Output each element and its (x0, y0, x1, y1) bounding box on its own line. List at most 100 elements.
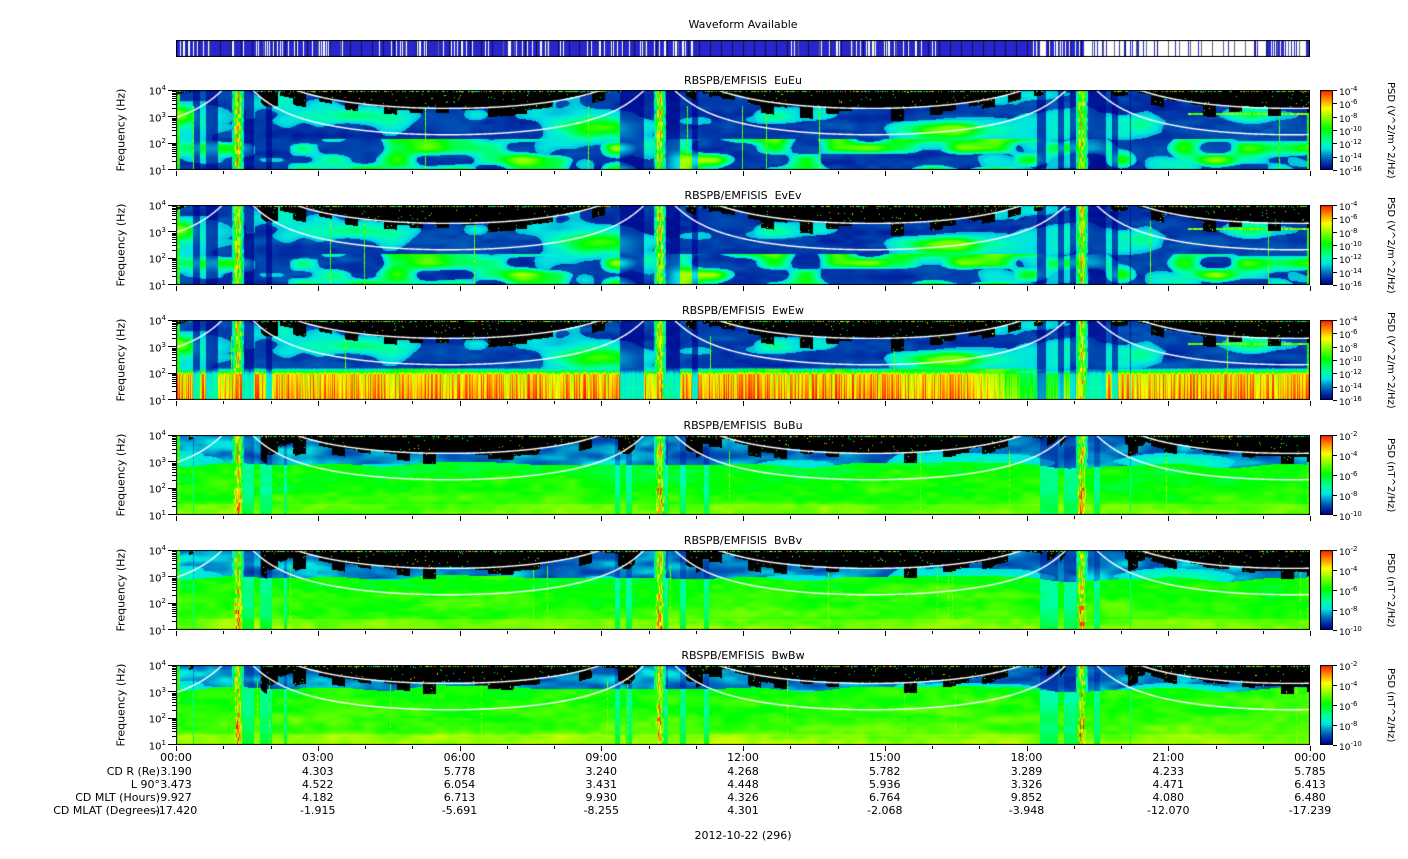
colorbar-tick-mark (1333, 665, 1337, 666)
y-tick-mark (168, 435, 176, 436)
colorbar-tick-label: 10-10 (1339, 240, 1362, 253)
x-minor-tick (412, 516, 413, 519)
x-minor-tick (412, 746, 413, 749)
colorbar-tick-mark (1333, 475, 1337, 476)
colorbar-unit-label: PSD (V^2/m^2/Hz) (1385, 81, 1396, 179)
x-minor-tick (1074, 286, 1075, 289)
colorbar-tick-mark (1333, 117, 1337, 118)
y-minor-tick (172, 108, 176, 109)
y-tick-label: 103 (148, 225, 166, 239)
y-tick-label: 103 (148, 110, 166, 124)
y-minor-tick (172, 607, 176, 608)
x-tick-mark (743, 631, 744, 636)
y-tick-label: 103 (148, 570, 166, 584)
colorbar-unit-label: PSD (nT^2/Hz) (1385, 667, 1396, 743)
colorbar-tick-mark (1333, 455, 1337, 456)
y-tick-mark (168, 373, 176, 374)
y-minor-tick (172, 564, 176, 565)
x-minor-tick (932, 171, 933, 174)
colorbar-tick-label: 10-16 (1339, 165, 1362, 178)
x-tick-mark (1310, 286, 1311, 291)
y-tick-mark (168, 550, 176, 551)
y-minor-tick (172, 215, 176, 216)
x-tick-mark (743, 401, 744, 406)
x-minor-tick (1263, 631, 1264, 634)
ephemeris-value: -8.255 (583, 804, 619, 817)
y-minor-tick (172, 349, 176, 350)
ephemeris-value: -17.420 (154, 804, 198, 817)
x-minor-tick (932, 516, 933, 519)
x-tick-mark (176, 401, 177, 406)
x-minor-tick (838, 401, 839, 404)
x-minor-tick (1263, 746, 1264, 749)
y-minor-tick (172, 365, 176, 366)
y-minor-tick (172, 377, 176, 378)
ephemeris-value: 5.778 (443, 765, 476, 778)
y-minor-tick (172, 156, 176, 157)
y-minor-tick (172, 464, 176, 465)
colorbar-tick-mark (1333, 373, 1337, 374)
spectrogram-canvas-BvBv (176, 550, 1310, 630)
x-tick-mark (1168, 171, 1169, 176)
colorbar-tick-label: 10-2 (1339, 660, 1358, 673)
x-minor-tick (554, 631, 555, 634)
y-tick-label: 103 (148, 455, 166, 469)
y-minor-tick (172, 223, 176, 224)
x-tick-mark (1027, 171, 1028, 176)
y-tick-label: 102 (148, 252, 166, 266)
ephemeris-row-label: CD R (Re) (106, 765, 160, 778)
y-minor-tick (172, 357, 176, 358)
x-minor-tick (507, 171, 508, 174)
ephemeris-value: 4.268 (727, 765, 759, 778)
colorbar-tick-mark (1333, 143, 1337, 144)
y-minor-tick (172, 386, 176, 387)
y-minor-tick (172, 350, 176, 351)
colorbar-tick-mark (1333, 630, 1337, 631)
colorbar-tick-mark (1333, 705, 1337, 706)
y-minor-tick (172, 578, 176, 579)
colorbar-EvEv (1320, 205, 1333, 285)
y-minor-tick (172, 595, 176, 596)
y-minor-tick (172, 673, 176, 674)
y-minor-tick (172, 122, 176, 123)
y-minor-tick (172, 211, 176, 212)
x-minor-tick (790, 516, 791, 519)
x-tick-mark (1168, 401, 1169, 406)
ephemeris-value: 9.852 (1010, 791, 1043, 804)
y-minor-tick (172, 348, 176, 349)
colorbar-tick-label: 10-8 (1339, 490, 1358, 503)
colorbar-tick-label: 10-10 (1339, 355, 1362, 368)
x-tick-mark (743, 516, 744, 521)
y-tick-mark (168, 320, 176, 321)
y-minor-tick (172, 726, 176, 727)
y-tick-mark (168, 90, 176, 91)
x-minor-tick (271, 171, 272, 174)
y-minor-tick (172, 130, 176, 131)
y-tick-label: 102 (148, 137, 166, 151)
y-axis-label: Frequency (Hz) (114, 203, 128, 287)
x-minor-tick (696, 171, 697, 174)
y-minor-tick (172, 568, 176, 569)
colorbar-tick-label: 10-4 (1339, 200, 1358, 213)
x-minor-tick (1216, 746, 1217, 749)
colorbar-tick-label: 10-4 (1339, 565, 1358, 578)
x-minor-tick (1121, 401, 1122, 404)
x-tick-label: 09:00 (585, 751, 618, 764)
x-minor-tick (554, 746, 555, 749)
y-minor-tick (172, 441, 176, 442)
colorbar-tick-label: 10-16 (1339, 280, 1362, 293)
x-minor-tick (223, 746, 224, 749)
ephemeris-value: 4.301 (727, 804, 759, 817)
y-tick-mark (168, 205, 176, 206)
colorbar-tick-label: 10-10 (1339, 510, 1362, 523)
x-minor-tick (932, 746, 933, 749)
colorbar-tick-mark (1333, 258, 1337, 259)
x-minor-tick (1074, 401, 1075, 404)
colorbar-tick-label: 10-10 (1339, 625, 1362, 638)
y-minor-tick (172, 100, 176, 101)
y-tick-label: 101 (148, 739, 166, 753)
y-minor-tick (172, 501, 176, 502)
x-tick-mark (318, 171, 319, 176)
colorbar-tick-label: 10-6 (1339, 213, 1358, 227)
